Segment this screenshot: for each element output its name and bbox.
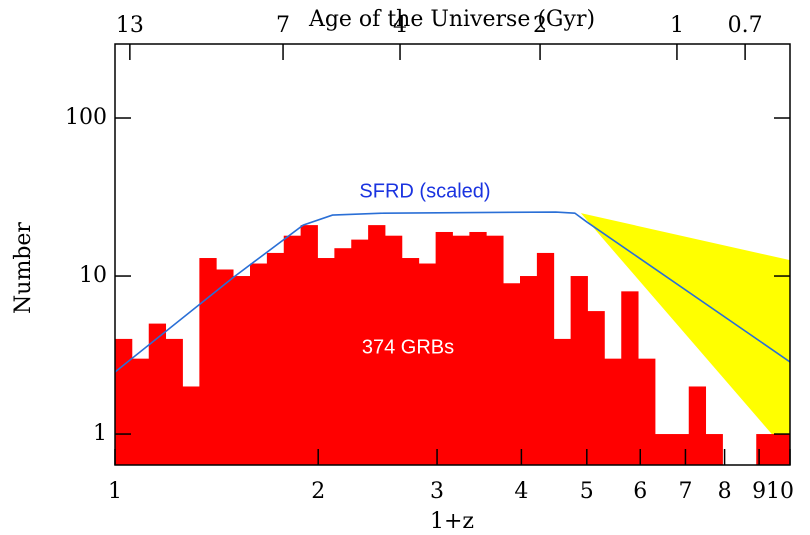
bar	[536, 252, 555, 465]
bar	[216, 269, 234, 465]
bar	[334, 248, 352, 465]
y-tick-label: 100	[65, 105, 107, 130]
x-tick-label: 6	[633, 479, 647, 504]
x-tick-label: 8	[718, 479, 732, 504]
frame	[114, 43, 791, 466]
top-tick-label: 7	[276, 13, 290, 38]
bar	[250, 263, 268, 465]
bar	[469, 231, 487, 465]
y-axis-label: Number	[11, 222, 36, 314]
bar	[570, 276, 588, 465]
bar	[553, 338, 572, 465]
bar	[452, 235, 470, 465]
x-axis-label: 1+z	[430, 509, 474, 534]
bar	[705, 434, 723, 465]
top-axis-label: Age of the Universe (Gyr)	[308, 7, 595, 32]
x-tick-label: 1	[108, 479, 122, 504]
bar	[283, 235, 302, 465]
bar	[233, 276, 251, 465]
bar	[587, 311, 605, 465]
bar	[368, 225, 386, 465]
top-tick-label: 4	[393, 13, 407, 38]
bar	[199, 258, 217, 465]
bar	[486, 235, 504, 465]
bar	[182, 386, 200, 465]
bar	[435, 231, 453, 465]
bar	[266, 252, 285, 465]
bar	[638, 358, 656, 465]
y-tick-label: 10	[79, 263, 107, 288]
x-tick-label: 10	[766, 479, 794, 504]
y-tick-label: 1	[93, 421, 107, 446]
line-label: SFRD (scaled)	[359, 180, 490, 202]
bar	[773, 434, 790, 465]
top-tick-label: 1	[670, 13, 684, 38]
bar	[688, 386, 707, 465]
bar	[131, 358, 150, 465]
bar	[604, 358, 622, 465]
bar	[520, 276, 538, 465]
uncertainty-band	[580, 213, 790, 456]
bar	[317, 258, 335, 465]
bar	[401, 258, 420, 465]
x-tick-label: 5	[580, 479, 594, 504]
x-tick-label: 2	[311, 479, 325, 504]
bar	[115, 338, 133, 465]
bar	[300, 225, 318, 465]
top-tick-label: 13	[116, 13, 144, 38]
bar	[418, 263, 437, 465]
sfrd-line	[115, 211, 790, 373]
top-tick-label: 0.7	[728, 13, 763, 38]
bar	[756, 434, 774, 465]
bar	[621, 291, 639, 465]
x-tick-label: 4	[514, 479, 528, 504]
x-tick-label: 7	[678, 479, 692, 504]
x-tick-label: 3	[430, 479, 444, 504]
top-tick-label: 2	[533, 13, 547, 38]
bar	[385, 235, 403, 465]
bar	[503, 283, 521, 465]
bar	[351, 239, 369, 465]
bar	[165, 338, 183, 465]
plot-area	[115, 211, 790, 465]
x-tick-label: 9	[752, 479, 766, 504]
bar	[671, 434, 690, 465]
bar	[655, 434, 673, 465]
annotation: 374 GRBs	[362, 336, 454, 358]
bar	[148, 323, 167, 465]
